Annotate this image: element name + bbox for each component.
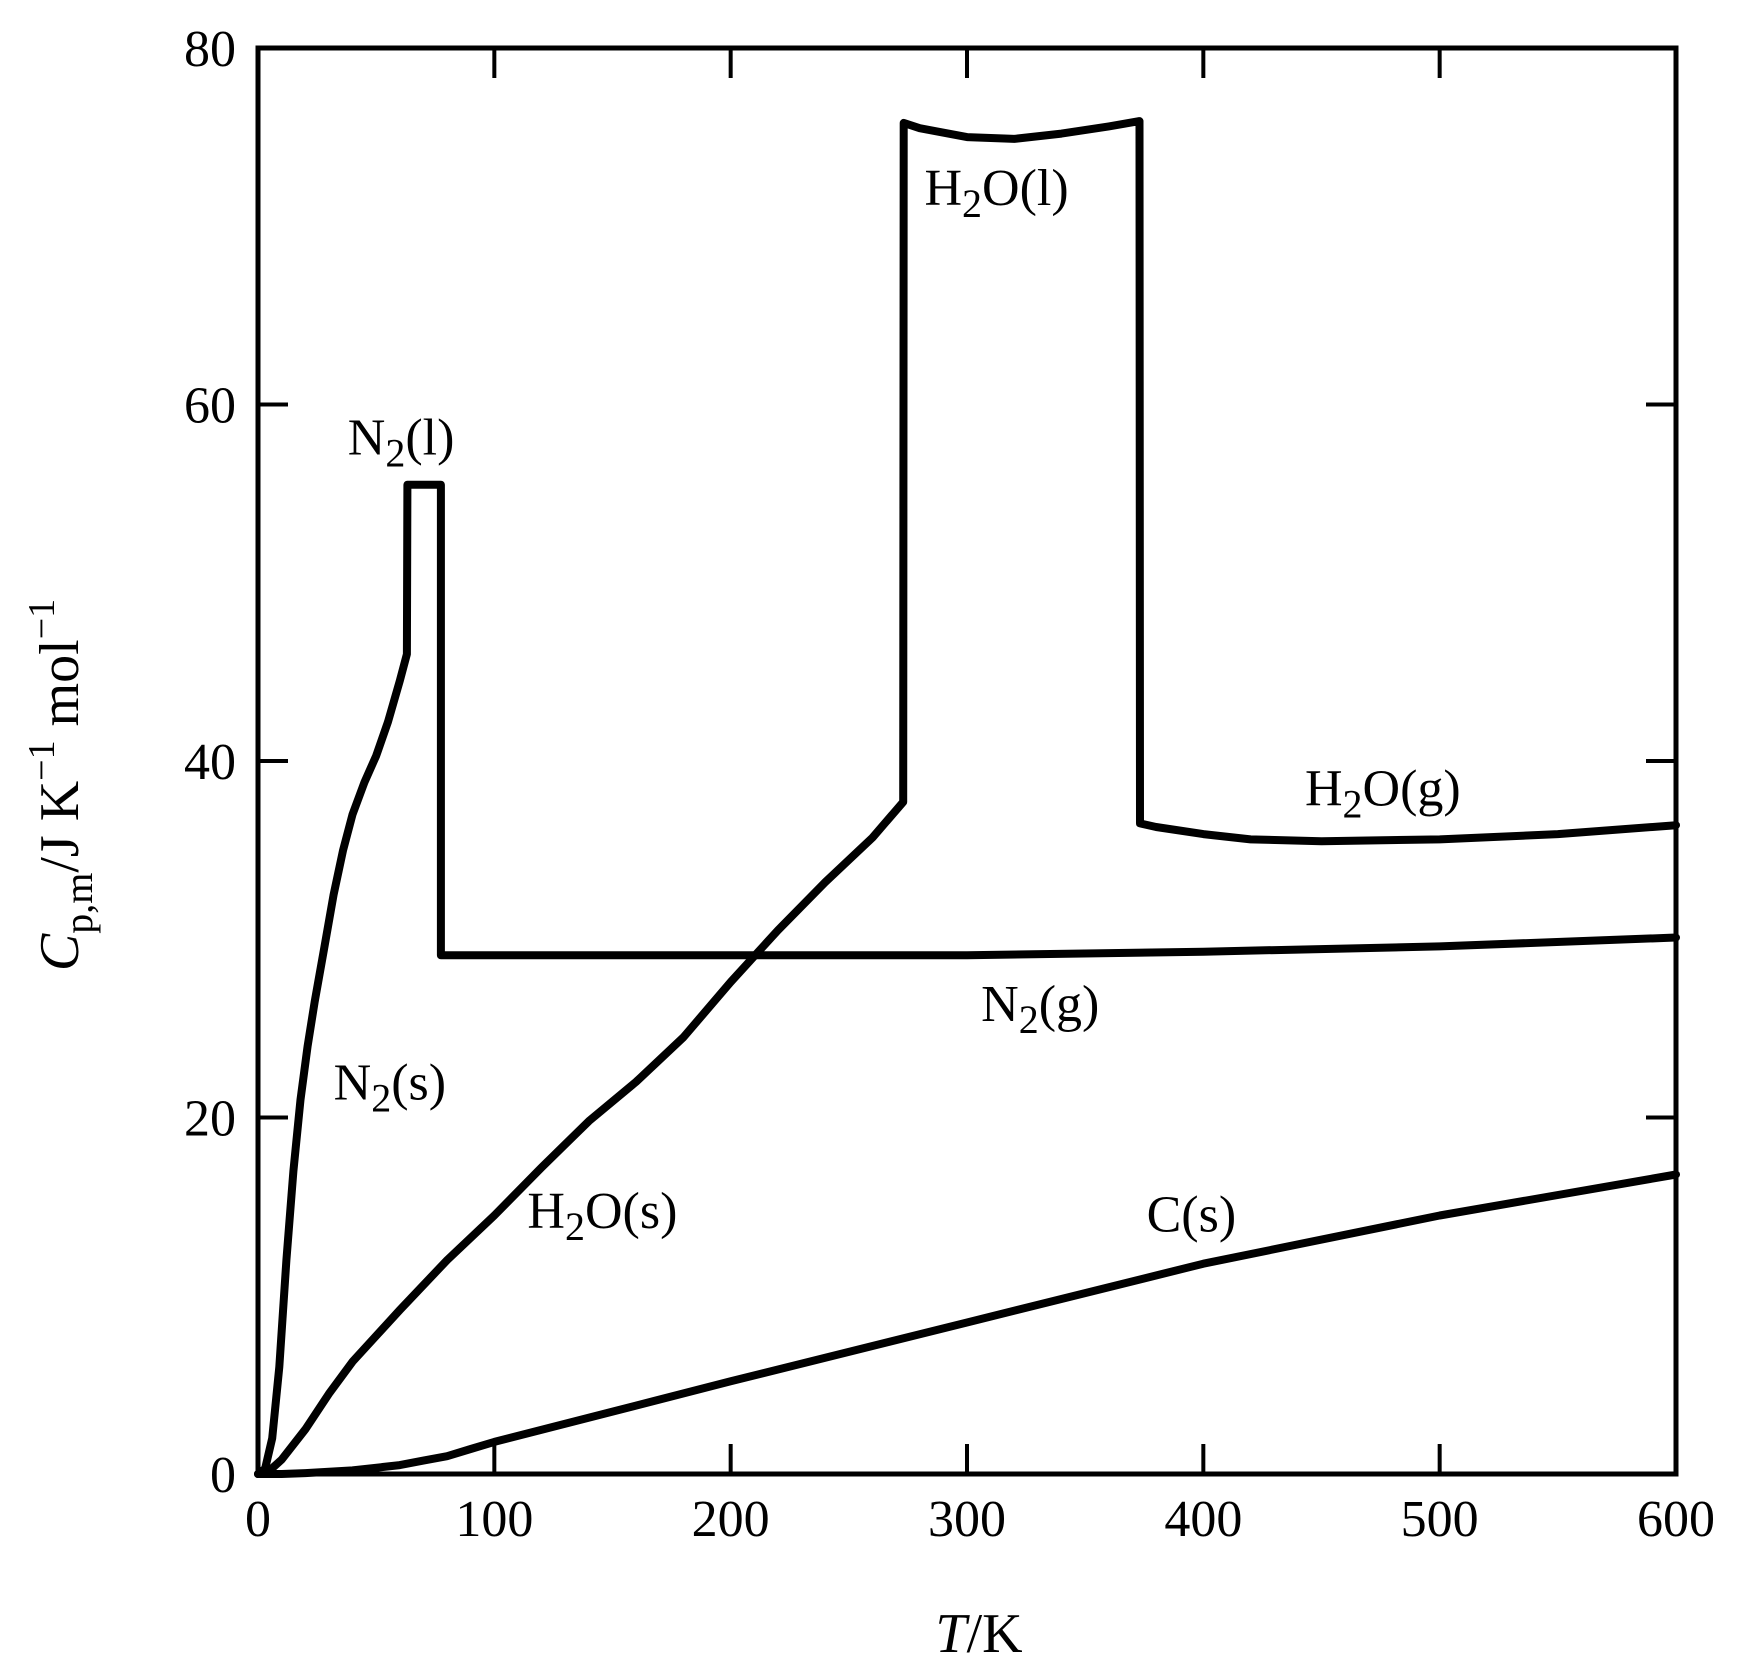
- x-tick-label: 0: [245, 1491, 271, 1548]
- axis-ticks: [256, 46, 1678, 1476]
- tick-labels: 0 100 200 300 400 500 600 0 20 40 60 80: [184, 21, 1715, 1548]
- y-axis-title: Cp,m/J K−1 mol−1: [21, 599, 101, 971]
- y-axis-unit-1: /J K: [29, 781, 91, 873]
- y-axis-subscript: p,m: [56, 873, 101, 934]
- x-axis-title: T/K: [935, 1603, 1022, 1665]
- x-axis-symbol: T: [935, 1603, 970, 1665]
- y-tick-label: 20: [184, 1091, 236, 1148]
- y-axis-exponent-1: −1: [21, 740, 63, 780]
- series-line-carbon: [254, 1170, 1680, 1478]
- y-axis-symbol: C: [29, 933, 91, 971]
- series-label-H2Og: H2O(g): [1305, 761, 1461, 827]
- series-labels: N2(s) N2(l) N2(g) H2O(s) H2O(l) H2O(g) C(s): [334, 160, 1461, 1249]
- x-tick-label: 400: [1164, 1491, 1242, 1548]
- x-tick-label: 500: [1401, 1491, 1479, 1548]
- series-curves: [254, 117, 1680, 1478]
- y-tick-label: 0: [210, 1447, 236, 1504]
- series-line-water: [254, 117, 1680, 1478]
- series-label-H2Os: H2O(s): [527, 1183, 677, 1249]
- series-line-nitrogen: [254, 480, 1680, 1478]
- x-tick-label: 100: [455, 1491, 533, 1548]
- y-tick-label: 80: [184, 21, 236, 78]
- series-label-N2g: N2(g): [981, 976, 1099, 1042]
- x-axis-unit: /K: [967, 1603, 1023, 1665]
- x-tick-label: 200: [692, 1491, 770, 1548]
- x-tick-label: 600: [1637, 1491, 1715, 1548]
- y-axis-unit-2: mol: [29, 639, 91, 740]
- y-tick-label: 60: [184, 378, 236, 435]
- series-label-N2l: N2(l): [348, 409, 455, 475]
- x-tick-label: 300: [928, 1491, 1006, 1548]
- y-axis-exponent-2: −1: [21, 599, 63, 639]
- y-tick-label: 40: [184, 734, 236, 791]
- series-label-H2Ol: H2O(l): [924, 160, 1068, 226]
- plot-frame: [255, 45, 1679, 1477]
- series-label-N2s: N2(s): [334, 1055, 446, 1121]
- series-label-Cs: C(s): [1147, 1187, 1237, 1244]
